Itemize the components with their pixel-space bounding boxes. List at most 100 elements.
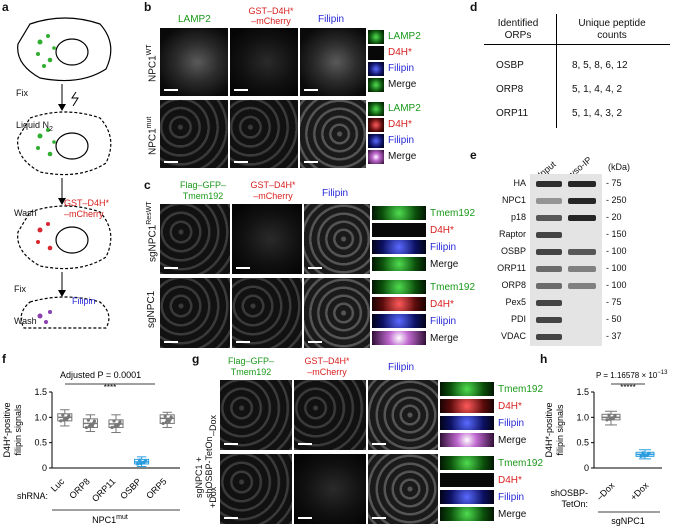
h-pvalue: P = 1.16578 × 10−13 bbox=[596, 370, 668, 380]
blot-kda-pex5: - 75 bbox=[606, 297, 622, 307]
data-point bbox=[611, 417, 615, 421]
g-leg-merge-2: Merge bbox=[498, 509, 527, 520]
category-label: ORP8 bbox=[67, 476, 91, 500]
blot-band-input bbox=[536, 317, 562, 323]
g-row-dox: +Dox bbox=[208, 486, 218, 508]
b-row-wt: NPC1WT bbox=[146, 44, 159, 82]
g-leg-tmem-2: Tmem192 bbox=[498, 458, 544, 469]
data-point bbox=[645, 453, 649, 458]
blot-label-npc1: NPC1 bbox=[501, 195, 526, 205]
b-img-filipin-wt bbox=[300, 28, 366, 96]
blot-band-lysoip bbox=[568, 283, 596, 289]
blot-band-input bbox=[536, 300, 562, 306]
blot-band-lysoip bbox=[568, 181, 596, 187]
b-col-lamp2: LAMP2 bbox=[178, 14, 211, 25]
b-leg-lamp2-2: LAMP2 bbox=[388, 103, 421, 114]
data-point bbox=[167, 419, 171, 424]
blot-band-input bbox=[536, 283, 562, 289]
blot-kda-osbp: - 100 bbox=[606, 246, 627, 256]
g-inset-dox-tmem bbox=[440, 456, 494, 470]
c-inset-ko-filipin bbox=[372, 314, 426, 328]
panel-label-h: h bbox=[540, 352, 548, 366]
b-inset-wt-d4h bbox=[368, 46, 384, 60]
g-inset-dox-merge bbox=[440, 507, 494, 521]
blot-band-lysoip bbox=[568, 249, 596, 255]
step-fix: Fix bbox=[16, 88, 28, 98]
data-point bbox=[87, 424, 91, 429]
b-img-lamp2-mut bbox=[160, 100, 228, 168]
category-label: ORP11 bbox=[90, 476, 117, 503]
panel-label-b: b bbox=[144, 0, 152, 14]
blot-band-input bbox=[536, 198, 562, 204]
g-img-d4h-dox bbox=[294, 454, 366, 524]
g-inset-nodox-merge bbox=[440, 433, 494, 447]
y-tick-label: 0 bbox=[584, 463, 589, 473]
b-leg-d4h-1: D4H* bbox=[388, 47, 412, 58]
blot-band-lysoip bbox=[568, 266, 596, 272]
y-tick-label: 1.5 bbox=[34, 387, 47, 397]
d-rule bbox=[484, 44, 670, 45]
blot-label-ha: HA bbox=[513, 178, 526, 188]
c-col-d4h-1: GST–D4H* bbox=[250, 180, 296, 190]
g-leg-filipin-1: Filipin bbox=[498, 418, 525, 429]
step-wash-1: Wash bbox=[14, 208, 37, 218]
blot-kda-pdi: - 50 bbox=[606, 314, 622, 324]
c-inset-reswt-filipin bbox=[372, 240, 426, 254]
g-inset-nodox-filipin bbox=[440, 416, 494, 430]
g-col-d4h-1: GST–D4H* bbox=[304, 356, 350, 366]
b-leg-filipin-1: Filipin bbox=[388, 63, 415, 74]
g-img-tmem-dox bbox=[220, 454, 292, 524]
data-point bbox=[163, 414, 167, 418]
c-row-reswt: sgNPC1ResWT bbox=[146, 201, 159, 262]
b-img-d4h-mut bbox=[230, 100, 298, 168]
blot-label-orp8: ORP8 bbox=[501, 280, 526, 290]
b-leg-filipin-2: Filipin bbox=[388, 135, 415, 146]
b-leg-lamp2-1: LAMP2 bbox=[388, 31, 421, 42]
e-unit: (kDa) bbox=[608, 162, 630, 172]
b-inset-mut-merge bbox=[368, 150, 384, 164]
g-leg-merge-1: Merge bbox=[498, 435, 527, 446]
b-img-d4h-wt bbox=[230, 28, 298, 96]
g-img-filipin-dox bbox=[368, 454, 438, 524]
c-leg-tmem-2: Tmem192 bbox=[430, 282, 476, 293]
panel-label-e: e bbox=[470, 148, 477, 162]
g-col-tmem-2: Tmem192 bbox=[230, 367, 272, 377]
c-inset-ko-d4h bbox=[372, 297, 426, 311]
data-point bbox=[607, 413, 611, 417]
step-liquid-n2: Liquid N2 bbox=[16, 120, 53, 133]
h-xlabel-2: TetOn: bbox=[561, 499, 588, 509]
f-ylabel-2: filipin signals bbox=[13, 404, 23, 456]
c-inset-reswt-merge bbox=[372, 257, 426, 271]
blot-band-lysoip bbox=[568, 215, 596, 221]
g-leg-filipin-2: Filipin bbox=[498, 492, 525, 503]
b-inset-mut-d4h bbox=[368, 118, 384, 132]
g-inset-nodox-d4h bbox=[440, 399, 494, 413]
g-inset-dox-filipin bbox=[440, 490, 494, 504]
b-row-mut: NPC1mut bbox=[146, 116, 159, 155]
data-point bbox=[110, 425, 114, 430]
blot-label-vdac: VDAC bbox=[500, 331, 526, 341]
blot-kda-npc1: - 250 bbox=[606, 195, 627, 205]
blot-kda-orp11: - 100 bbox=[606, 263, 627, 273]
data-point bbox=[86, 418, 90, 422]
c-col-tmem-2: Tmem192 bbox=[182, 191, 224, 201]
data-point bbox=[84, 425, 88, 430]
b-col-d4h-1: GST–D4H* bbox=[248, 6, 294, 16]
b-img-filipin-mut bbox=[300, 100, 366, 168]
blot-band-input bbox=[536, 334, 562, 340]
data-point bbox=[136, 462, 140, 466]
c-leg-filipin-2: Filipin bbox=[430, 316, 457, 327]
b-leg-merge-2: Merge bbox=[388, 151, 417, 162]
c-leg-tmem-1: Tmem192 bbox=[430, 208, 476, 219]
data-point bbox=[641, 451, 645, 455]
panel-label-c: c bbox=[144, 178, 151, 192]
workflow-diagram bbox=[17, 17, 112, 329]
step-wash-2: Wash bbox=[14, 316, 37, 326]
c-leg-d4h-2: D4H* bbox=[430, 299, 454, 310]
y-tick-label: 1.0 bbox=[576, 412, 589, 422]
panel-label-a: a bbox=[2, 0, 9, 14]
b-col-d4h-2: –mCherry bbox=[251, 16, 291, 26]
data-point bbox=[62, 418, 66, 422]
g-inset-dox-d4h bbox=[440, 473, 494, 487]
